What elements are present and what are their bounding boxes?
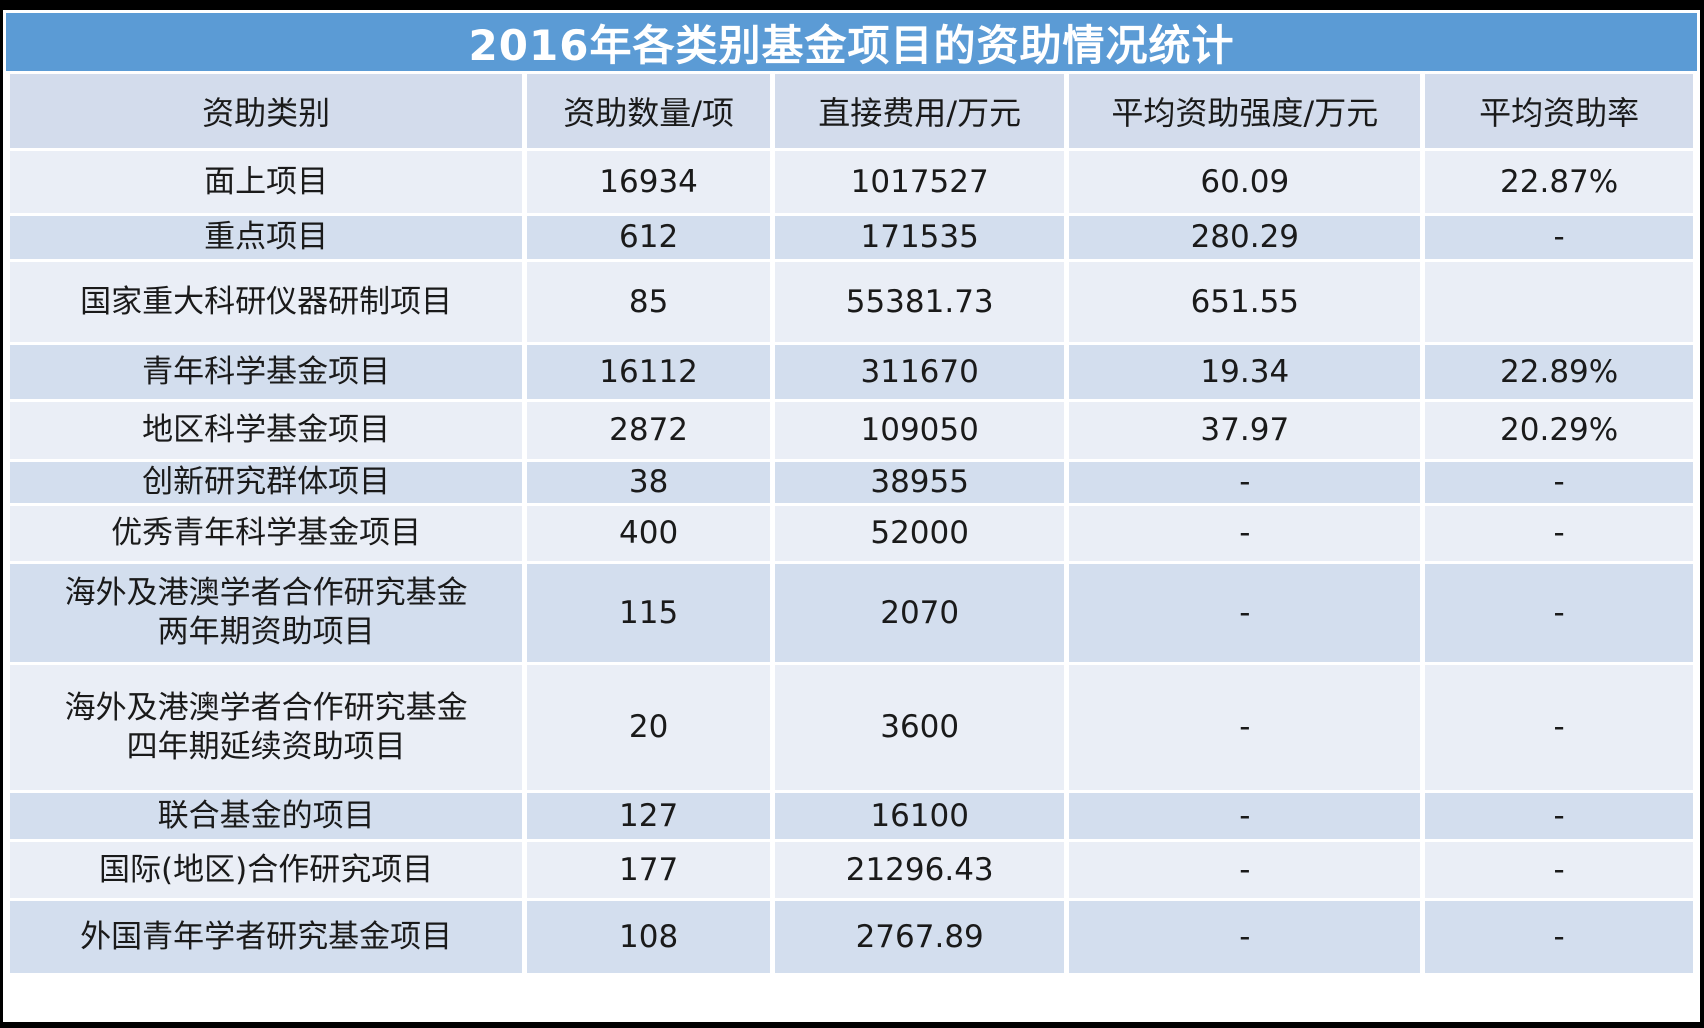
table-row: 联合基金的项目 127 16100 - - [10, 793, 1693, 839]
cell-direct-cost: 1017527 [775, 151, 1065, 213]
cell-category: 面上项目 [10, 151, 523, 213]
cell-category: 联合基金的项目 [10, 793, 523, 839]
funding-statistics-table: 资助类别 资助数量/项 直接费用/万元 平均资助强度/万元 平均资助率 面上项目… [5, 71, 1698, 976]
column-header-avg-rate: 平均资助率 [1425, 74, 1693, 148]
cell-category: 优秀青年科学基金项目 [10, 506, 523, 561]
cell-avg-rate: - [1425, 216, 1693, 259]
cell-avg-rate [1425, 262, 1693, 342]
cell-avg-rate: 22.87% [1425, 151, 1693, 213]
cell-avg-rate: - [1425, 564, 1693, 662]
cell-count: 38 [527, 462, 770, 503]
cell-count: 108 [527, 901, 770, 973]
table-row: 面上项目 16934 1017527 60.09 22.87% [10, 151, 1693, 213]
cell-category: 国际(地区)合作研究项目 [10, 842, 523, 898]
cell-count: 20 [527, 665, 770, 790]
cell-direct-cost: 2070 [775, 564, 1065, 662]
cell-avg-intensity: - [1069, 564, 1421, 662]
cell-avg-intensity: 280.29 [1069, 216, 1421, 259]
cell-avg-rate: - [1425, 842, 1693, 898]
cell-direct-cost: 171535 [775, 216, 1065, 259]
column-header-avg-intensity: 平均资助强度/万元 [1069, 74, 1421, 148]
table-row: 优秀青年科学基金项目 400 52000 - - [10, 506, 1693, 561]
cell-avg-intensity: 19.34 [1069, 345, 1421, 399]
cell-avg-rate: - [1425, 665, 1693, 790]
table-row: 重点项目 612 171535 280.29 - [10, 216, 1693, 259]
cell-category: 海外及港澳学者合作研究基金 四年期延续资助项目 [10, 665, 523, 790]
cell-avg-intensity: - [1069, 665, 1421, 790]
cell-direct-cost: 311670 [775, 345, 1065, 399]
cell-category: 国家重大科研仪器研制项目 [10, 262, 523, 342]
cell-avg-rate: - [1425, 793, 1693, 839]
column-header-direct-cost: 直接费用/万元 [775, 74, 1065, 148]
table-sheet: 2016年各类别基金项目的资助情况统计 资助类别 资助数量/项 直接费用/万元 … [3, 10, 1700, 1022]
table-title: 2016年各类别基金项目的资助情况统计 [468, 20, 1235, 70]
cell-category: 创新研究群体项目 [10, 462, 523, 503]
cell-avg-rate: - [1425, 462, 1693, 503]
cell-avg-rate: 22.89% [1425, 345, 1693, 399]
table-row: 外国青年学者研究基金项目 108 2767.89 - - [10, 901, 1693, 973]
cell-direct-cost: 55381.73 [775, 262, 1065, 342]
cell-count: 400 [527, 506, 770, 561]
cell-direct-cost: 16100 [775, 793, 1065, 839]
cell-avg-intensity: 60.09 [1069, 151, 1421, 213]
cell-avg-intensity: - [1069, 462, 1421, 503]
table-row: 国际(地区)合作研究项目 177 21296.43 - - [10, 842, 1693, 898]
cell-count: 177 [527, 842, 770, 898]
cell-count: 2872 [527, 402, 770, 459]
cell-direct-cost: 109050 [775, 402, 1065, 459]
cell-avg-intensity: - [1069, 506, 1421, 561]
cell-avg-intensity: 651.55 [1069, 262, 1421, 342]
table-row: 创新研究群体项目 38 38955 - - [10, 462, 1693, 503]
table-row: 海外及港澳学者合作研究基金 两年期资助项目 115 2070 - - [10, 564, 1693, 662]
cell-count: 85 [527, 262, 770, 342]
cell-avg-intensity: - [1069, 901, 1421, 973]
cell-category: 海外及港澳学者合作研究基金 两年期资助项目 [10, 564, 523, 662]
table-row: 海外及港澳学者合作研究基金 四年期延续资助项目 20 3600 - - [10, 665, 1693, 790]
cell-category: 重点项目 [10, 216, 523, 259]
header-row: 资助类别 资助数量/项 直接费用/万元 平均资助强度/万元 平均资助率 [10, 74, 1693, 148]
cell-direct-cost: 52000 [775, 506, 1065, 561]
cell-avg-rate: - [1425, 506, 1693, 561]
column-header-category: 资助类别 [10, 74, 523, 148]
table-title-bar: 2016年各类别基金项目的资助情况统计 [6, 13, 1697, 71]
cell-avg-intensity: - [1069, 842, 1421, 898]
table-row: 国家重大科研仪器研制项目 85 55381.73 651.55 [10, 262, 1693, 342]
table-row: 地区科学基金项目 2872 109050 37.97 20.29% [10, 402, 1693, 459]
cell-count: 127 [527, 793, 770, 839]
cell-category: 地区科学基金项目 [10, 402, 523, 459]
cell-direct-cost: 2767.89 [775, 901, 1065, 973]
column-header-count: 资助数量/项 [527, 74, 770, 148]
cell-direct-cost: 3600 [775, 665, 1065, 790]
cell-category: 外国青年学者研究基金项目 [10, 901, 523, 973]
cell-count: 612 [527, 216, 770, 259]
cell-avg-rate: - [1425, 901, 1693, 973]
cell-count: 16934 [527, 151, 770, 213]
table-row: 青年科学基金项目 16112 311670 19.34 22.89% [10, 345, 1693, 399]
cell-direct-cost: 21296.43 [775, 842, 1065, 898]
cell-count: 115 [527, 564, 770, 662]
cell-avg-rate: 20.29% [1425, 402, 1693, 459]
cell-avg-intensity: - [1069, 793, 1421, 839]
cell-category: 青年科学基金项目 [10, 345, 523, 399]
cell-direct-cost: 38955 [775, 462, 1065, 503]
cell-count: 16112 [527, 345, 770, 399]
cell-avg-intensity: 37.97 [1069, 402, 1421, 459]
